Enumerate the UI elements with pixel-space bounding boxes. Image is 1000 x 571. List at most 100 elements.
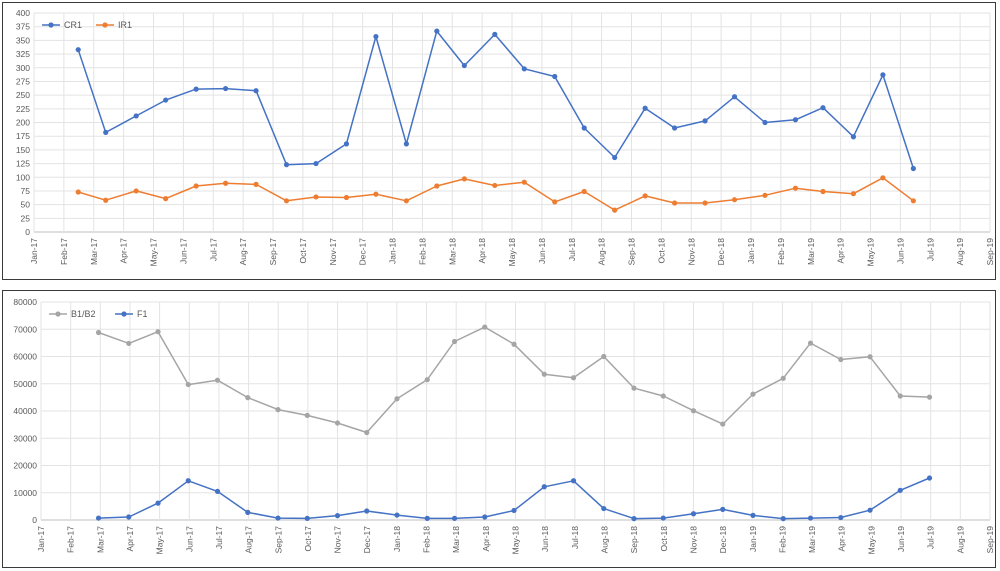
data-point bbox=[880, 72, 886, 78]
x-tick-label: Jan-19 bbox=[746, 238, 756, 264]
x-tick-label: Dec-17 bbox=[358, 238, 368, 266]
x-tick-label: Mar-17 bbox=[95, 526, 105, 553]
data-point bbox=[720, 421, 726, 427]
data-point bbox=[245, 509, 251, 515]
data-point bbox=[552, 73, 558, 80]
data-point bbox=[731, 197, 738, 203]
x-tick-label: Mar-18 bbox=[451, 526, 461, 553]
x-tick-label: Apr-19 bbox=[836, 238, 846, 264]
data-point bbox=[601, 505, 607, 512]
x-tick-label: Sep-19 bbox=[985, 526, 995, 554]
x-tick-label: Sep-17 bbox=[273, 526, 283, 554]
y-tick-label: 400 bbox=[16, 8, 30, 18]
data-point bbox=[910, 198, 916, 204]
x-tick-label: Jan-19 bbox=[748, 526, 758, 552]
x-tick-label: Feb-17 bbox=[66, 526, 76, 553]
data-point bbox=[541, 371, 547, 377]
y-tick-label: 0 bbox=[32, 515, 37, 525]
data-point bbox=[155, 329, 161, 335]
x-tick-label: Aug-19 bbox=[955, 526, 965, 554]
data-point bbox=[880, 175, 886, 181]
data-point bbox=[820, 188, 826, 195]
data-point bbox=[750, 391, 756, 397]
data-point bbox=[850, 134, 857, 140]
x-tick-label: Feb-19 bbox=[777, 526, 787, 553]
legend-item: CR1 bbox=[42, 20, 82, 30]
x-tick-label: Jul-19 bbox=[926, 526, 936, 549]
y-tick-label: 100 bbox=[16, 172, 30, 182]
data-point bbox=[403, 198, 409, 204]
x-tick-label: Sep-18 bbox=[629, 526, 639, 554]
data-point bbox=[521, 66, 527, 72]
data-point bbox=[762, 119, 768, 126]
x-tick-label: Feb-18 bbox=[422, 526, 432, 553]
x-tick-label: Jul-19 bbox=[925, 238, 935, 261]
y-tick-label: 40000 bbox=[13, 406, 37, 416]
data-point bbox=[193, 183, 199, 189]
data-point bbox=[672, 125, 678, 131]
data-point bbox=[214, 377, 221, 383]
x-tick-label: Nov-17 bbox=[333, 526, 343, 554]
data-point bbox=[926, 394, 933, 400]
y-tick-label: 125 bbox=[16, 159, 30, 169]
y-tick-label: 175 bbox=[16, 131, 30, 141]
series-line-cr1 bbox=[77, 30, 915, 169]
data-point bbox=[434, 28, 440, 34]
x-tick-label: Mar-18 bbox=[447, 238, 457, 265]
x-tick-label: Nov-18 bbox=[688, 526, 698, 554]
data-point bbox=[631, 385, 637, 391]
data-point bbox=[660, 393, 666, 399]
x-tick-label: Jan-17 bbox=[29, 238, 39, 264]
x-tick-label: Oct-18 bbox=[656, 238, 666, 264]
data-point bbox=[492, 182, 498, 189]
x-tick-label: Nov-18 bbox=[686, 238, 696, 266]
x-tick-label: May-17 bbox=[155, 526, 165, 555]
data-point bbox=[492, 31, 498, 37]
chart-1-svg: 0 25 50 75 100 125 150 175 200 225 250 275 300 325 350… bbox=[16, 8, 995, 266]
data-point bbox=[334, 513, 341, 519]
data-point bbox=[126, 514, 132, 520]
data-point bbox=[690, 511, 697, 517]
data-point bbox=[451, 338, 458, 345]
y-tick-label: 300 bbox=[16, 63, 30, 73]
x-tick-label: Aug-17 bbox=[238, 238, 248, 266]
data-point bbox=[133, 113, 139, 119]
data-point bbox=[612, 207, 618, 213]
data-point bbox=[910, 165, 916, 172]
x-tick-label: Jul-18 bbox=[567, 238, 577, 261]
x-tick-label: Sep-17 bbox=[268, 238, 278, 266]
data-point bbox=[222, 85, 229, 92]
x-tick-label: Jun-17 bbox=[178, 238, 188, 264]
data-point bbox=[897, 487, 903, 493]
x-tick-label: Aug-17 bbox=[244, 526, 254, 554]
data-point bbox=[185, 478, 191, 484]
data-point bbox=[792, 185, 799, 191]
data-point bbox=[403, 141, 409, 147]
x-tick-label: Nov-17 bbox=[328, 238, 338, 266]
data-point bbox=[451, 515, 458, 521]
x-tick-label: Dec-18 bbox=[718, 526, 728, 554]
data-point bbox=[850, 191, 857, 197]
x-tick-label: Jan-17 bbox=[36, 526, 46, 552]
data-point bbox=[807, 515, 814, 521]
y-tick-label: 350 bbox=[16, 35, 30, 45]
data-point bbox=[631, 516, 637, 522]
y-tick-label: 50000 bbox=[13, 379, 37, 389]
x-tick-label: Jan-18 bbox=[392, 526, 402, 552]
data-point bbox=[461, 62, 467, 69]
x-tick-label: Feb-18 bbox=[417, 238, 427, 265]
x-tick-label: May-18 bbox=[511, 526, 521, 555]
data-point bbox=[750, 512, 756, 518]
data-point bbox=[780, 375, 786, 381]
x-tick-label: Aug-18 bbox=[599, 526, 609, 554]
x-tick-label: Feb-19 bbox=[776, 238, 786, 265]
data-point bbox=[304, 515, 310, 521]
chart-panel-b1b2-f1: 0 10000 20000 30000 40000 50000 60000 70000 8000… bbox=[2, 290, 996, 568]
y-tick-label: 275 bbox=[16, 76, 30, 86]
chart-2-svg: 0 10000 20000 30000 40000 50000 60000 70000 8000… bbox=[13, 297, 995, 555]
data-point bbox=[424, 515, 430, 521]
data-point bbox=[313, 194, 319, 200]
x-tick-label: Sep-18 bbox=[627, 238, 637, 266]
y-tick-label: 30000 bbox=[13, 433, 37, 443]
data-point bbox=[642, 193, 648, 199]
